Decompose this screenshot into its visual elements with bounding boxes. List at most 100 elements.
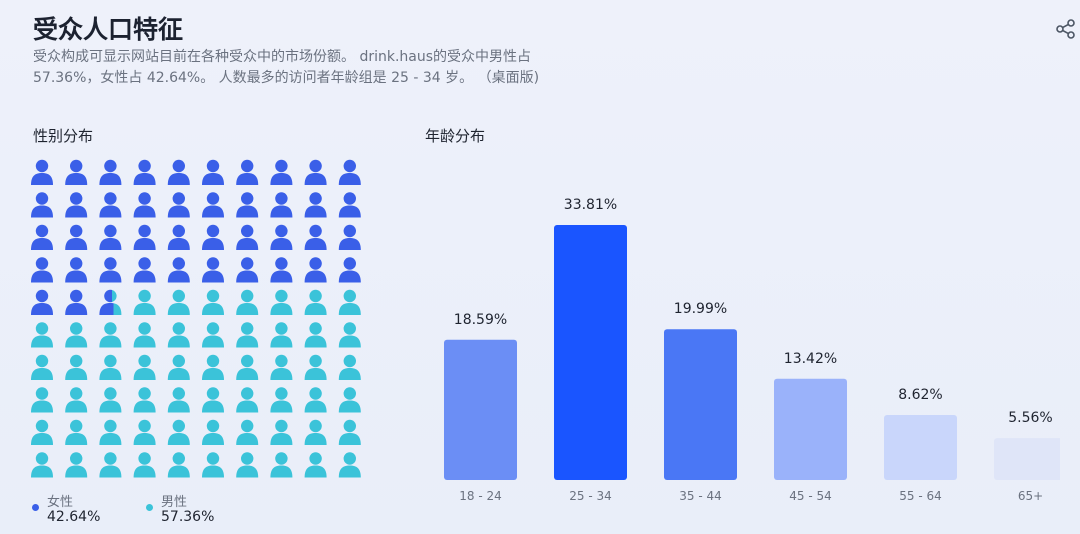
person-icon [65, 224, 88, 250]
age-tick-label: 55 - 64 [899, 489, 942, 503]
person-icon [236, 224, 259, 250]
male-legend-dot [146, 504, 153, 511]
age-tick-label: 65+ [1018, 489, 1043, 503]
age-tick-label: 35 - 44 [679, 489, 722, 503]
person-icon [338, 159, 361, 185]
person-icon [99, 387, 122, 413]
person-icon [202, 452, 224, 478]
person-icon [31, 192, 53, 218]
person-icon [202, 354, 224, 380]
person-icon [99, 322, 122, 348]
person-icon [202, 224, 224, 250]
age-bar [554, 225, 627, 480]
person-icon [133, 387, 156, 413]
age-tick-label: 18 - 24 [459, 489, 502, 503]
person-icon [270, 289, 293, 315]
person-icon [202, 159, 224, 185]
person-icon [31, 322, 53, 348]
person-icon [236, 289, 259, 315]
page-description: 受众构成可显示网站目前在各种受众中的市场份额。 drink.haus的受众中男性… [33, 47, 593, 89]
age-bar-data-label: 8.62% [898, 387, 942, 403]
person-icon [65, 387, 88, 413]
female-legend-value: 42.64% [47, 509, 101, 525]
person-icon [304, 192, 327, 218]
person-icon [31, 419, 53, 445]
person-icon [167, 387, 190, 413]
person-icon [99, 192, 122, 218]
person-icon [338, 452, 361, 478]
female-legend-label: 女性 [47, 495, 74, 510]
person-icon [99, 289, 122, 315]
person-icon [167, 452, 190, 478]
person-icon [338, 419, 361, 445]
person-icon [338, 387, 361, 413]
person-icon [99, 224, 122, 250]
description-line-2: 57.36%，女性占 42.64%。 人数最多的访问者年龄组是 25 - 34 … [33, 70, 540, 86]
person-icon [270, 192, 293, 218]
person-icon [99, 452, 122, 478]
person-icon [304, 354, 327, 380]
person-icon [270, 159, 293, 185]
person-icon [236, 354, 259, 380]
person-icon [99, 257, 122, 283]
person-icon [270, 224, 293, 250]
person-icon [236, 387, 259, 413]
person-icon [133, 224, 156, 250]
person-icon [304, 419, 327, 445]
age-bar-data-label: 19.99% [674, 301, 727, 317]
age-bar-data-label: 13.42% [784, 351, 837, 367]
page-title: 受众人口特征 [33, 15, 184, 44]
person-icon [304, 322, 327, 348]
person-icon [31, 289, 53, 315]
person-icon [304, 159, 327, 185]
age-bar [884, 414, 957, 480]
person-icon [99, 354, 122, 380]
age-bar [664, 329, 737, 480]
share-icon[interactable] [1055, 18, 1077, 40]
person-icon [236, 192, 259, 218]
person-icon [236, 257, 259, 283]
person-icon [270, 322, 293, 348]
gender-people-grid [31, 159, 361, 478]
person-icon [65, 159, 88, 185]
person-icon [167, 419, 190, 445]
person-icon [167, 224, 190, 250]
age-bar-data-label: 18.59% [454, 312, 507, 328]
age-tick-label: 25 - 34 [569, 489, 612, 503]
female-legend-dot [32, 504, 39, 511]
male-legend-value: 57.36% [161, 509, 215, 525]
age-bar [774, 378, 847, 480]
person-icon [133, 257, 156, 283]
person-icon [304, 224, 327, 250]
person-icon [133, 354, 156, 380]
person-icon [133, 192, 156, 218]
person-icon [236, 452, 259, 478]
person-icon [338, 224, 361, 250]
person-icon [133, 289, 156, 315]
age-section-label: 年龄分布 [425, 127, 486, 145]
person-icon [338, 192, 361, 218]
male-legend-label: 男性 [161, 495, 188, 510]
person-icon [202, 419, 224, 445]
person-icon [133, 322, 156, 348]
person-icon [65, 257, 88, 283]
person-icon [304, 257, 327, 283]
person-icon [167, 289, 190, 315]
person-icon [133, 452, 156, 478]
description-line-1: 受众构成可显示网站目前在各种受众中的市场份额。 drink.haus的受众中男性… [33, 49, 532, 65]
person-icon [31, 159, 53, 185]
person-icon [270, 452, 293, 478]
person-icon [270, 419, 293, 445]
person-icon [338, 289, 361, 315]
person-icon [99, 159, 122, 185]
person-icon [202, 257, 224, 283]
person-icon [236, 322, 259, 348]
person-icon [338, 257, 361, 283]
person-icon [304, 289, 327, 315]
person-icon [31, 257, 53, 283]
person-icon [31, 387, 53, 413]
person-icon [31, 224, 53, 250]
person-icon [133, 159, 156, 185]
person-icon [65, 322, 88, 348]
person-icon [236, 159, 259, 185]
